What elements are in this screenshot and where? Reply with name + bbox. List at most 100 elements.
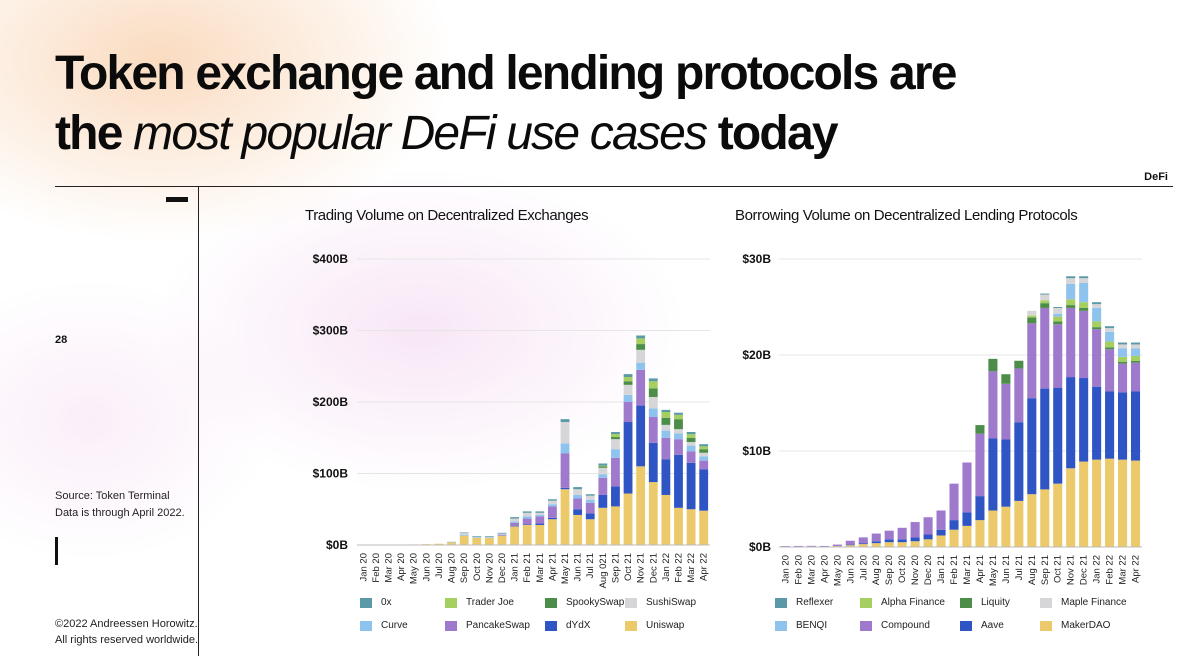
lending-legend-swatch <box>960 598 972 608</box>
dex-bar-pancakeswap <box>585 502 595 514</box>
lending-legend-label: Compound <box>881 620 930 631</box>
dex-bar-spookyswap <box>674 419 683 430</box>
lending-bar-makerdao <box>1014 500 1024 547</box>
lending-bar-makerdao <box>1027 494 1037 547</box>
dex-bar-uniswap <box>648 482 658 545</box>
lending-bar-aave <box>949 520 959 530</box>
dex-bar-uniswap <box>686 509 696 545</box>
dex-bar-trader-joe <box>674 414 683 420</box>
dex-bar-sushiswap <box>522 512 532 517</box>
dex-x-tick-label: Feb 20 <box>371 553 382 583</box>
lending-bar-makerdao <box>910 541 920 547</box>
dex-bar-0x <box>472 536 482 537</box>
dex-bar-sushiswap <box>611 439 620 450</box>
dex-bar-pancakeswap <box>674 439 683 455</box>
lending-bar-aave <box>871 541 881 544</box>
lending-x-tick-label: Jan 20 <box>780 555 791 584</box>
dex-bar-sushiswap <box>497 533 507 535</box>
dex-bar-0x <box>459 532 469 534</box>
lending-bar-makerdao <box>923 539 933 547</box>
lending-bar-makerdao <box>1118 459 1128 547</box>
lending-bar-makerdao <box>1001 506 1011 547</box>
dex-bar-0x <box>585 494 595 496</box>
dex-bar-dydx <box>547 517 557 520</box>
dex-bar-curve <box>648 408 658 418</box>
dex-bar-curve <box>510 521 520 523</box>
lending-x-tick-label: Jul 20 <box>858 555 869 580</box>
dex-bar-uniswap <box>611 506 620 545</box>
lending-bar-makerdao <box>936 535 946 547</box>
dex-bar-dydx <box>598 494 608 508</box>
lending-x-tick-label: May 20 <box>832 555 843 586</box>
lending-bar-benqi <box>1053 313 1063 317</box>
dex-bar-trader-joe <box>598 465 608 467</box>
dex-legend-label: 0x <box>381 597 392 608</box>
lending-chart-legend: Reflexer Alpha Finance Liquity Maple Financ… <box>775 597 1155 637</box>
lending-bar-makerdao <box>1092 459 1102 547</box>
lending-bar-aave <box>988 438 998 511</box>
source-line-1: Source: Token Terminal <box>55 490 170 502</box>
dex-x-tick-label: Feb 21 <box>522 553 533 583</box>
dex-bar-curve <box>699 456 709 461</box>
lending-bar-reflexer <box>1118 342 1128 345</box>
dex-bar-curve <box>661 430 671 438</box>
dex-bar-dydx <box>674 454 683 508</box>
lending-bar-liquity <box>1105 347 1115 350</box>
lending-bar-aave <box>1130 391 1141 461</box>
dex-bar-pancakeswap <box>535 516 545 524</box>
lending-bar-compound <box>988 371 998 439</box>
dex-x-tick-label: Jul 20 <box>434 553 445 578</box>
lending-x-tick-label: Jan 21 <box>936 555 947 584</box>
lending-x-tick-label: May 21 <box>988 555 999 586</box>
lending-bar-makerdao <box>949 529 959 547</box>
dex-bar-dydx <box>686 462 696 510</box>
dex-bar-dydx <box>661 459 671 495</box>
lending-legend-label: BENQI <box>796 620 828 631</box>
dex-bar-sushiswap <box>661 424 671 431</box>
title-line-2-italic: most popular DeFi use cases <box>133 107 708 160</box>
lending-bar-makerdao <box>988 510 998 547</box>
lending-bar-benqi <box>1105 331 1115 342</box>
dex-bar-curve <box>611 449 620 458</box>
lending-x-tick-label: Dec 21 <box>1079 555 1090 585</box>
dex-x-tick-label: Apr 21 <box>547 553 558 581</box>
lending-x-tick-label: Mar 21 <box>962 555 973 585</box>
lending-x-tick-label: Dec 20 <box>923 555 934 585</box>
title-line-1: Token exchange and lending protocols are <box>55 47 957 100</box>
lending-bar-benqi <box>1118 348 1128 357</box>
dex-bar-sushiswap <box>472 536 482 538</box>
dex-bar-pancakeswap <box>522 518 532 525</box>
dex-x-tick-label: Feb 22 <box>673 553 684 583</box>
lending-x-tick-label: Aug 20 <box>871 555 882 585</box>
dex-bar-uniswap <box>472 537 482 545</box>
dex-bar-curve <box>497 534 507 535</box>
dex-y-tick-label: $100B <box>313 467 349 481</box>
dex-bar-pancakeswap <box>699 460 709 470</box>
lending-bar-compound <box>819 545 829 547</box>
lending-bar-maple-finance <box>1118 344 1128 349</box>
dex-legend-swatch <box>625 598 637 608</box>
dex-bar-sushiswap <box>510 518 520 522</box>
dex-bar-spookyswap <box>686 437 696 443</box>
dex-bar-uniswap <box>434 543 444 545</box>
dex-x-tick-label: Jan 21 <box>510 553 521 582</box>
lending-bar-maple-finance <box>1066 278 1076 284</box>
lending-bar-aave <box>1053 387 1063 484</box>
dex-x-tick-label: Dec 20 <box>497 553 508 583</box>
dex-bar-pancakeswap <box>573 498 583 510</box>
lending-bar-alpha-finance <box>1118 356 1128 362</box>
lending-bar-maple-finance <box>1105 328 1115 332</box>
lending-bar-compound <box>884 530 894 540</box>
dex-bar-sushiswap <box>585 495 595 500</box>
dex-bar-dydx <box>522 524 532 525</box>
lending-bar-compound <box>949 483 959 521</box>
lending-legend-swatch <box>860 598 872 608</box>
lending-bar-aave <box>910 537 920 542</box>
lending-bar-compound <box>975 433 985 497</box>
dex-bar-curve <box>686 445 696 452</box>
dex-bar-dydx <box>623 422 633 494</box>
lending-bar-aave <box>962 512 972 526</box>
dex-bar-pancakeswap <box>686 451 696 463</box>
dex-bar-spookyswap <box>648 388 658 397</box>
dex-x-tick-label: Sep 21 <box>610 553 621 583</box>
